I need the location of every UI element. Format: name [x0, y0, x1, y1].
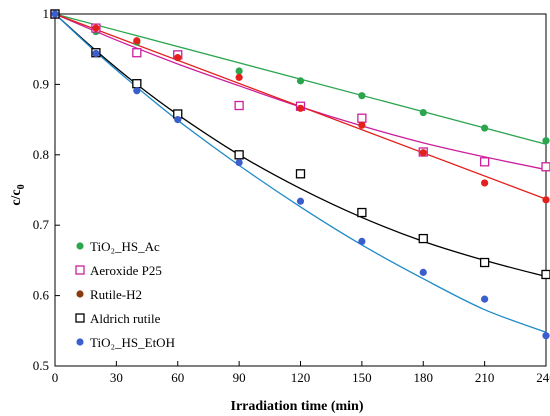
legend-marker [75, 313, 85, 323]
data-point-square [295, 169, 306, 179]
x-tick-label: 240 [536, 370, 550, 385]
y-tick-label: 0.8 [33, 147, 49, 162]
y-tick-label: 0.6 [33, 288, 50, 303]
legend: TiO₂_HS_Ac Aeroxide P25 Rutile-H2 Aldrich r… [75, 239, 175, 350]
data-point-circle [296, 77, 305, 85]
y-axis-title: c/c0 [9, 184, 27, 205]
x-axis-ticks: 0 30 60 90 120 150 180 210 240 [52, 361, 550, 385]
data-point-square [541, 269, 550, 280]
data-point-circle [419, 108, 427, 117]
data-point-circle [92, 24, 100, 32]
x-tick-label: 90 [233, 370, 246, 385]
data-point-square [234, 150, 244, 160]
data-point-circle [296, 104, 305, 112]
fit-line [54, 13, 547, 278]
data-point-square [357, 113, 367, 123]
legend-label: TiO₂_HS_Ac [90, 239, 160, 254]
y-tick-label: 0.9 [33, 76, 49, 91]
data-point-circle [174, 54, 182, 62]
data-point-circle [174, 116, 182, 124]
legend-marker [76, 338, 84, 346]
data-point-circle [542, 196, 550, 204]
x-tick-label: 30 [110, 370, 123, 385]
data-point-circle [481, 124, 489, 132]
legend-label: Rutile-H2 [90, 287, 142, 302]
data-point-circle [542, 137, 550, 145]
data-point-square [132, 79, 142, 89]
data-point-circle [51, 10, 59, 18]
legend-marker [76, 290, 84, 298]
y-tick-label: 0.7 [33, 217, 50, 232]
data-point-circle [133, 87, 141, 95]
data-point-circle [358, 92, 366, 100]
data-point-circle [481, 179, 489, 187]
fit-line [54, 13, 547, 333]
data-point-square [418, 233, 428, 244]
data-point-square [479, 157, 490, 167]
data-points [50, 9, 550, 340]
y-tick-label: 0.5 [33, 358, 49, 373]
legend-marker [76, 242, 84, 250]
data-point-square [541, 162, 550, 172]
legend-marker [75, 265, 85, 275]
data-point-circle [419, 149, 427, 157]
y-axis-title-main: c/c [9, 189, 24, 205]
y-tick-label: 1 [43, 6, 50, 21]
x-axis-title: Irradiation time (min) [231, 399, 364, 414]
data-point-circle [235, 67, 243, 75]
data-point-circle [235, 73, 243, 81]
data-point-square [479, 257, 490, 268]
data-point-circle [481, 295, 489, 303]
x-tick-label: 0 [52, 370, 59, 385]
data-point-square [234, 100, 244, 111]
legend-label: TiO₂_HS_EtOH [90, 335, 175, 350]
data-point-circle [235, 158, 243, 167]
data-point-square [357, 207, 367, 218]
x-tick-label: 120 [291, 370, 311, 385]
data-point-square [132, 48, 142, 58]
data-point-circle [358, 237, 366, 245]
data-point-circle [358, 121, 366, 129]
data-point-circle [419, 268, 427, 276]
x-tick-label: 180 [414, 370, 434, 385]
legend-label: Aeroxide P25 [90, 263, 162, 278]
x-tick-label: 60 [171, 370, 184, 385]
data-point-circle [92, 49, 100, 58]
x-tick-label: 150 [352, 370, 372, 385]
data-point-circle [296, 197, 305, 205]
legend-label: Aldrich rutile [90, 311, 161, 326]
data-point-circle [133, 37, 141, 45]
data-point-circle [542, 332, 550, 340]
y-axis-title-subscript: 0 [16, 184, 27, 189]
x-tick-label: 210 [475, 370, 495, 385]
